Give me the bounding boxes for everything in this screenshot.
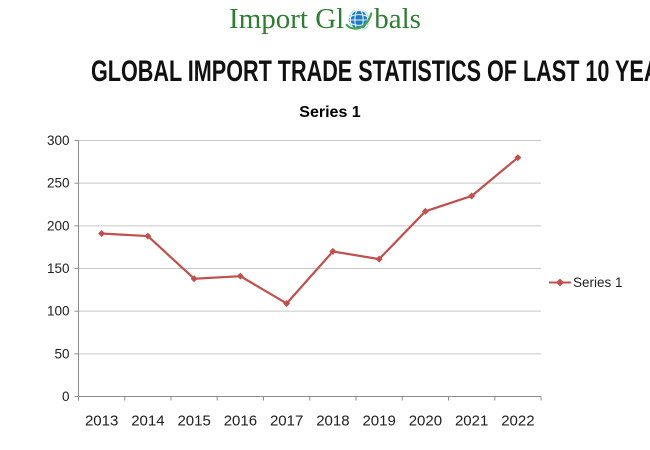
logo: Import Gl bals (0, 5, 650, 34)
svg-text:2019: 2019 (362, 413, 395, 430)
logo-text-left: Import Gl (229, 3, 345, 35)
svg-text:200: 200 (47, 218, 70, 233)
svg-text:300: 300 (47, 133, 70, 148)
svg-text:2020: 2020 (409, 413, 442, 430)
svg-text:2015: 2015 (177, 413, 210, 430)
legend: Series 1 (549, 275, 623, 290)
svg-text:2021: 2021 (455, 413, 488, 430)
legend-series-marker-icon (549, 278, 571, 287)
svg-text:100: 100 (47, 304, 70, 319)
svg-text:2014: 2014 (131, 413, 164, 430)
legend-label: Series 1 (573, 275, 623, 290)
page-title: GLOBAL IMPORT TRADE STATISTICS OF LAST 1… (90, 55, 650, 88)
svg-text:150: 150 (47, 261, 70, 276)
svg-text:0: 0 (62, 389, 70, 404)
svg-text:2013: 2013 (85, 413, 118, 430)
logo-text-right: bals (374, 3, 421, 35)
svg-text:50: 50 (54, 346, 69, 361)
svg-text:2018: 2018 (316, 413, 349, 430)
chart-title: Series 1 (299, 104, 361, 121)
svg-text:2022: 2022 (501, 413, 534, 430)
svg-text:2016: 2016 (224, 413, 257, 430)
globe-icon (345, 8, 373, 31)
svg-text:250: 250 (47, 176, 70, 191)
svg-text:2017: 2017 (270, 413, 303, 430)
